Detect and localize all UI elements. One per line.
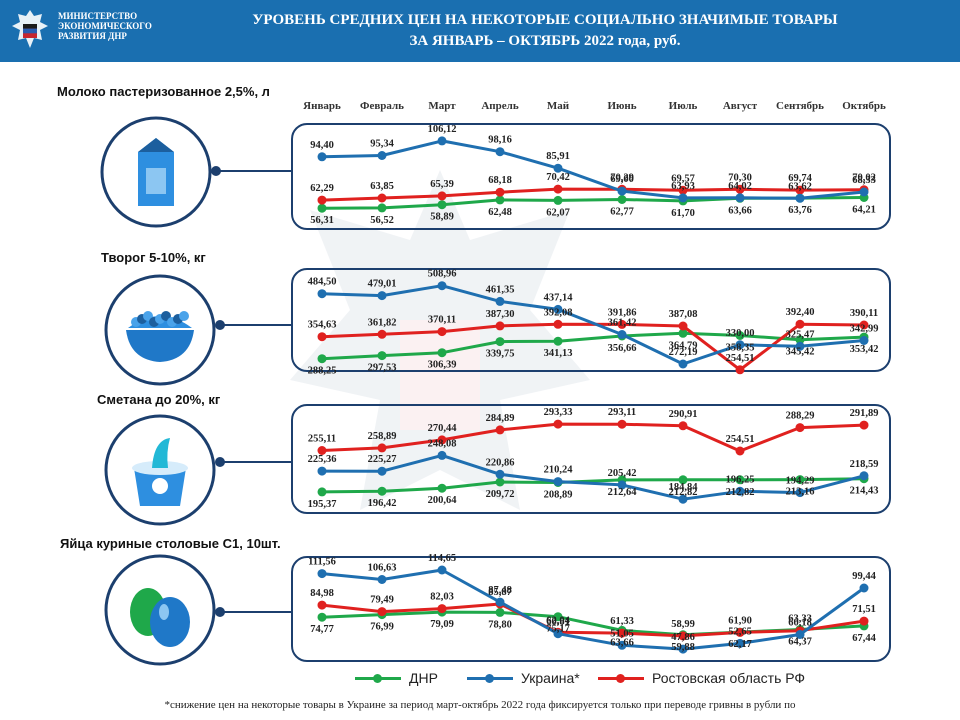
legend-line-dnr [355, 673, 401, 683]
month-label: Июль [668, 100, 698, 112]
legend-label-rostov: Ростовская область РФ [652, 670, 806, 686]
product-title: Сметана до 20%, кг [97, 392, 221, 407]
product-title: Молоко пастеризованное 2,5%, л [57, 84, 270, 99]
month-label: Октябрь [842, 100, 886, 112]
month-label: Апрель [481, 100, 519, 112]
footnote: *снижение цен на некоторые товары в Укра… [164, 699, 796, 711]
legend: ДНР Украина* Ростовская область РФ [0, 670, 960, 694]
month-label: Сентябрь [776, 100, 824, 112]
month-label: Март [428, 100, 456, 112]
product-title: Творог 5-10%, кг [101, 250, 206, 265]
months-header: Январь Февраль Март Апрель Май Июнь Июль Август… [0, 100, 960, 116]
month-label: Август [722, 100, 758, 112]
legend-item-rostov: Ростовская область РФ [598, 670, 805, 686]
legend-item-ukraine: Украина* [467, 670, 580, 686]
title-line-1: УРОВЕНЬ СРЕДНИХ ЦЕН НА НЕКОТОРЫЕ СОЦИАЛЬ… [252, 12, 838, 28]
ministry-line: МИНИСТЕРСТВО [58, 11, 138, 21]
chart-panel [291, 404, 891, 514]
legend-label-dnr: ДНР [409, 670, 438, 686]
legend-item-dnr: ДНР [355, 670, 438, 686]
legend-line-ukraine [467, 673, 513, 683]
page-title: УРОВЕНЬ СРЕДНИХ ЦЕН НА НЕКОТОРЫЕ СОЦИАЛЬ… [200, 10, 890, 52]
month-label: Май [546, 100, 570, 112]
month-label: Январь [303, 100, 341, 112]
ministry-line: РАЗВИТИЯ ДНР [58, 31, 127, 41]
month-label: Июнь [607, 100, 637, 112]
title-line-2: ЗА ЯНВАРЬ – ОКТЯБРЬ 2022 года, руб. [409, 33, 681, 49]
header-bar: МИНИСТЕРСТВО ЭКОНОМИЧЕСКОГО РАЗВИТИЯ ДНР… [0, 0, 960, 62]
sour-cream-cup-icon [104, 414, 216, 526]
ministry-line: ЭКОНОМИЧЕСКОГО [58, 21, 152, 31]
month-label: Февраль [360, 100, 404, 112]
product-title: Яйца куриные столовые С1, 10шт. [60, 536, 281, 551]
eggs-icon [104, 554, 216, 666]
milk-carton-icon [100, 116, 212, 228]
legend-line-rostov [598, 673, 644, 683]
chart-panel [291, 268, 891, 372]
coat-of-arms-icon [12, 10, 48, 48]
legend-label-ukraine: Украина* [521, 670, 580, 686]
chart-panel [291, 556, 891, 662]
ministry-name: МИНИСТЕРСТВО ЭКОНОМИЧЕСКОГО РАЗВИТИЯ ДНР [58, 11, 152, 41]
chart-panel [291, 123, 891, 230]
cottage-cheese-bowl-icon [104, 274, 216, 386]
